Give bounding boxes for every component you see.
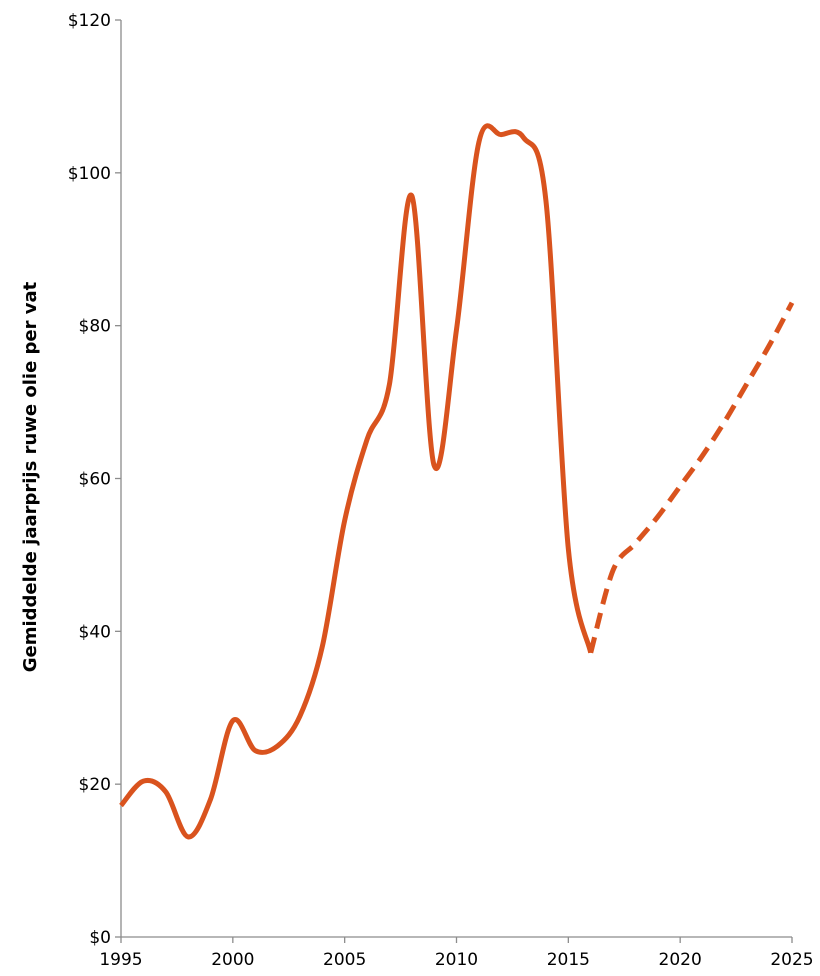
y-tick-label: $80 [79,317,111,337]
forecast-series-line [588,301,795,654]
y-tick-label: $60 [79,470,111,490]
y-tick-label: $40 [79,622,111,642]
x-tick-label: 2005 [323,950,366,970]
x-tick-label: 1995 [99,950,142,970]
x-tick-label: 2025 [770,950,813,970]
y-tick-label: $0 [89,928,111,948]
series-lines [119,123,795,840]
historical-series-line [119,123,594,840]
y-tick-label: $120 [68,11,111,31]
x-tick-label: 2010 [435,950,478,970]
axes [115,19,793,943]
x-tick-label: 2015 [547,950,590,970]
x-tick-label: 2020 [659,950,702,970]
y-tick-label: $20 [79,775,111,795]
y-axis-label: Gemiddelde jaarprijs ruwe olie per vat [20,281,41,672]
x-tick-label: 2000 [211,950,254,970]
y-tick-label: $100 [68,164,111,184]
tick-labels: $0 $20 $40 $60 $80 $100 $120 1995 2000 2005 2010 20… [68,11,814,970]
